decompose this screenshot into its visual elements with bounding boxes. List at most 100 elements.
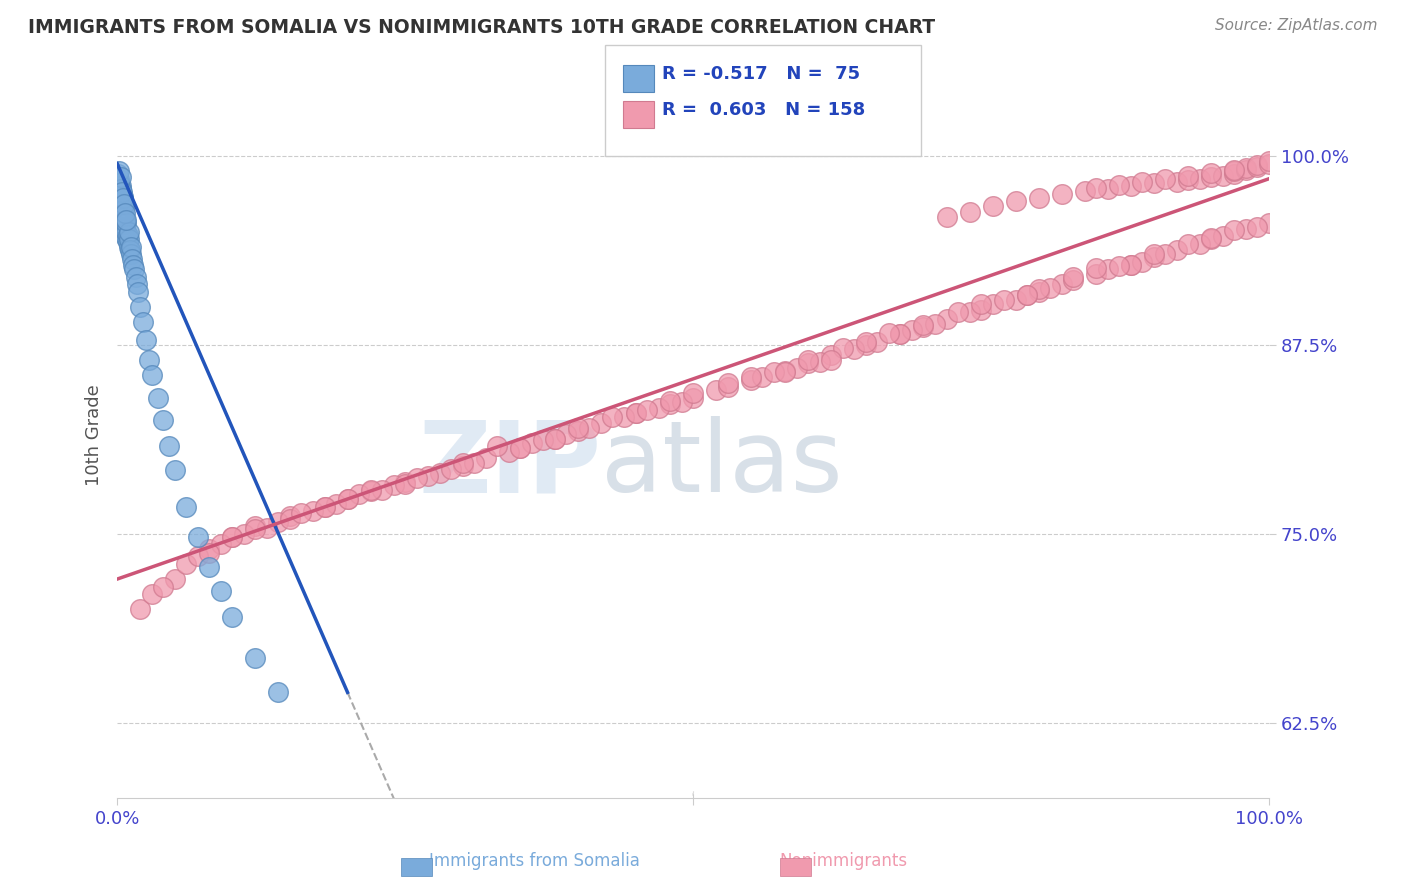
Text: R = -0.517   N =  75: R = -0.517 N = 75 xyxy=(662,65,860,83)
Point xyxy=(831,341,853,355)
Point xyxy=(124,269,146,284)
Point xyxy=(111,197,134,211)
Point xyxy=(877,326,900,340)
Point xyxy=(267,685,290,699)
Point xyxy=(112,210,135,224)
Point xyxy=(509,441,531,455)
Point xyxy=(108,210,131,224)
Point xyxy=(371,483,394,497)
Point xyxy=(1201,230,1223,244)
Point xyxy=(290,506,312,520)
Point xyxy=(959,304,981,318)
Point xyxy=(1177,169,1199,183)
Point xyxy=(198,541,221,556)
Point xyxy=(624,406,647,420)
Point xyxy=(1166,243,1188,257)
Point xyxy=(589,417,612,431)
Point xyxy=(118,232,141,246)
Point xyxy=(325,497,347,511)
Point xyxy=(124,262,146,277)
Text: Source: ZipAtlas.com: Source: ZipAtlas.com xyxy=(1215,18,1378,33)
Point xyxy=(889,327,911,342)
Point xyxy=(114,227,136,242)
Point xyxy=(451,458,474,473)
Point xyxy=(1166,175,1188,189)
Point xyxy=(1028,191,1050,205)
Point xyxy=(1188,171,1211,186)
Text: IMMIGRANTS FROM SOMALIA VS NONIMMIGRANTS 10TH GRADE CORRELATION CHART: IMMIGRANTS FROM SOMALIA VS NONIMMIGRANTS… xyxy=(28,18,935,37)
Point xyxy=(531,433,554,447)
Point xyxy=(278,508,301,523)
Point xyxy=(382,478,405,492)
Point xyxy=(1108,260,1130,274)
Point xyxy=(740,373,762,387)
Point xyxy=(256,521,278,535)
Point xyxy=(1062,273,1084,287)
Point xyxy=(157,439,180,453)
Point xyxy=(1085,267,1108,281)
Point xyxy=(418,469,440,483)
Point xyxy=(1004,194,1026,209)
Point xyxy=(1119,258,1142,272)
Point xyxy=(773,365,796,379)
Point xyxy=(110,212,132,227)
Point xyxy=(912,318,935,333)
Point xyxy=(624,406,647,420)
Point xyxy=(659,393,682,408)
Point xyxy=(762,365,785,379)
Point xyxy=(107,167,129,181)
Point xyxy=(209,584,232,599)
Point xyxy=(112,217,135,231)
Point xyxy=(1246,160,1268,174)
Point xyxy=(118,240,141,254)
Point xyxy=(336,491,359,506)
Point xyxy=(797,356,820,370)
Point xyxy=(855,338,877,352)
Point xyxy=(567,421,589,435)
Point xyxy=(245,519,267,533)
Point xyxy=(209,537,232,551)
Point xyxy=(141,587,163,601)
Point xyxy=(1028,285,1050,299)
Point xyxy=(647,401,669,416)
Point xyxy=(659,397,682,411)
Point xyxy=(278,511,301,525)
Point xyxy=(1246,220,1268,235)
Point xyxy=(1223,167,1246,181)
Text: Immigrants from Somalia: Immigrants from Somalia xyxy=(429,852,640,870)
Point xyxy=(704,383,727,397)
Point xyxy=(108,176,131,190)
Point xyxy=(1154,247,1177,261)
Point xyxy=(117,235,139,250)
Point xyxy=(740,369,762,384)
Point xyxy=(844,343,866,357)
Point xyxy=(1108,178,1130,192)
Point xyxy=(808,354,831,368)
Point xyxy=(131,315,153,329)
Point xyxy=(1073,184,1095,198)
Point xyxy=(394,476,416,491)
Point xyxy=(110,170,132,185)
Point xyxy=(855,334,877,349)
Point xyxy=(1201,166,1223,180)
Point xyxy=(118,243,141,257)
Point xyxy=(152,413,174,427)
Point xyxy=(107,194,129,209)
Point xyxy=(111,210,134,224)
Point xyxy=(901,323,924,337)
Point xyxy=(232,526,254,541)
Point xyxy=(1234,221,1257,235)
Point xyxy=(1188,236,1211,251)
Point xyxy=(111,190,134,204)
Point xyxy=(671,395,693,409)
Point xyxy=(993,293,1015,307)
Point xyxy=(682,391,704,405)
Point xyxy=(163,572,186,586)
Point xyxy=(112,225,135,239)
Text: R =  0.603   N = 158: R = 0.603 N = 158 xyxy=(662,101,866,119)
Point xyxy=(451,456,474,470)
Point xyxy=(1212,229,1234,244)
Point xyxy=(110,186,132,201)
Point xyxy=(1017,288,1039,302)
Point xyxy=(1258,153,1281,168)
